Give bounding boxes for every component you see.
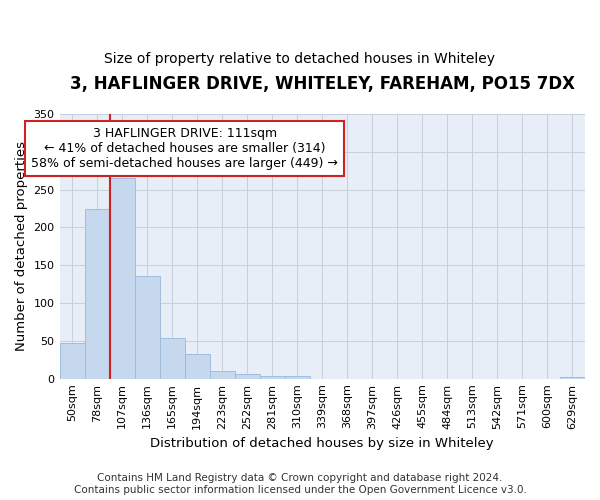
Title: 3, HAFLINGER DRIVE, WHITELEY, FAREHAM, PO15 7DX: 3, HAFLINGER DRIVE, WHITELEY, FAREHAM, P… (70, 75, 575, 93)
X-axis label: Distribution of detached houses by size in Whiteley: Distribution of detached houses by size … (151, 437, 494, 450)
Bar (209, 371, 235, 378)
Bar (59, 343, 85, 378)
Text: Contains HM Land Registry data © Crown copyright and database right 2024.
Contai: Contains HM Land Registry data © Crown c… (74, 474, 526, 495)
Bar (134, 276, 160, 378)
Bar (260, 376, 285, 378)
Text: Size of property relative to detached houses in Whiteley: Size of property relative to detached ho… (104, 52, 496, 66)
Y-axis label: Number of detached properties: Number of detached properties (15, 142, 28, 352)
Bar (85, 210, 110, 378)
Bar (185, 354, 209, 378)
Bar (560, 377, 585, 378)
Text: 3 HAFLINGER DRIVE: 111sqm
← 41% of detached houses are smaller (314)
58% of semi: 3 HAFLINGER DRIVE: 111sqm ← 41% of detac… (31, 127, 338, 170)
Bar (285, 376, 310, 378)
Bar (110, 178, 134, 378)
Bar (160, 338, 185, 378)
Bar (235, 374, 260, 378)
